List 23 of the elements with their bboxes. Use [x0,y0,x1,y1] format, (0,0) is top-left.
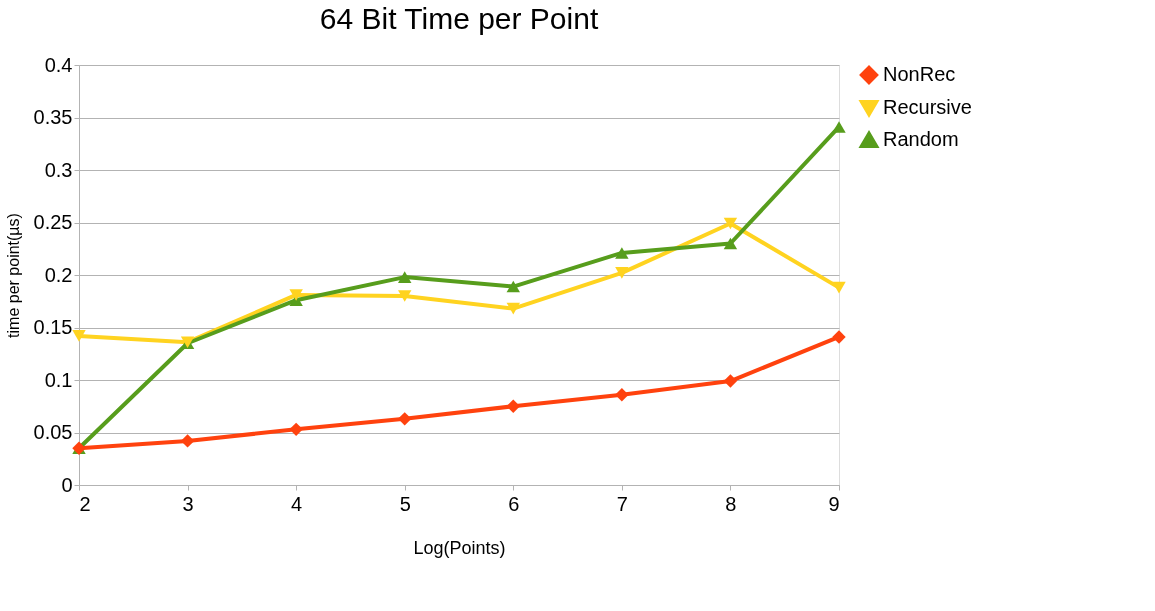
y-tick-label: 0.25 [33,211,73,233]
y-tick-label: 0.15 [33,316,73,338]
x-axis-title: Log(Points) [413,537,506,558]
x-tick-label: 5 [399,492,411,515]
x-tick-label: 9 [828,492,840,515]
y-tick-label: 0.2 [44,263,73,286]
x-tick-label: 7 [616,492,628,515]
legend-label: NonRec [883,63,956,85]
chart-title: 64 Bit Time per Point [319,2,599,35]
y-tick-label: 0 [61,473,73,496]
y-tick-label: 0.05 [33,421,73,443]
y-tick-label: 0.4 [44,53,73,76]
x-tick-label: 8 [725,492,737,515]
x-tick-label: 4 [291,492,303,515]
y-tick-label: 0.35 [33,106,73,128]
x-tick-label: 2 [79,492,91,515]
x-tick-label: 3 [182,492,194,515]
x-tick-label: 6 [508,492,520,515]
y-axis-title: time per point(µs) [4,213,22,338]
legend-label: Random [883,128,959,150]
y-tick-label: 0.1 [44,368,73,391]
y-tick-label: 0.3 [44,158,73,181]
legend-label: Recursive [883,96,972,118]
